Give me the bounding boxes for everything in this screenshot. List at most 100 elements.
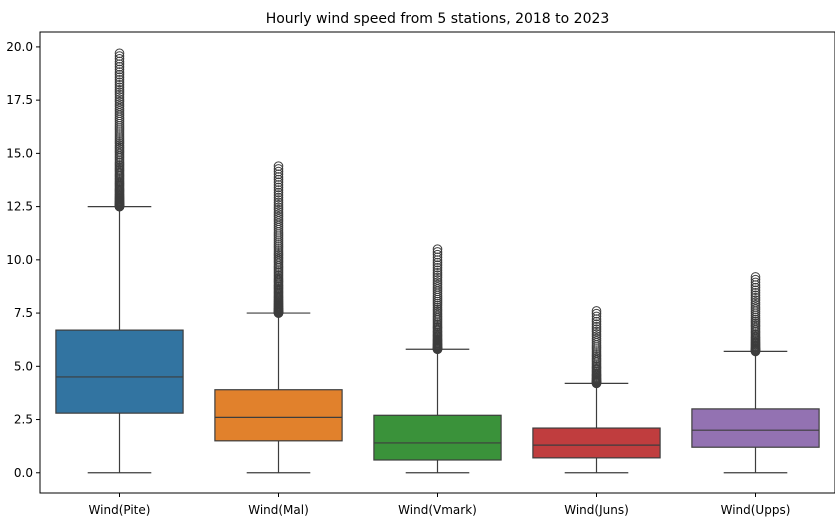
- x-tick-label: Wind(Mal): [248, 503, 309, 517]
- outlier-point: [750, 297, 761, 308]
- outlier-point: [114, 48, 125, 59]
- outlier-point: [432, 249, 443, 260]
- outlier-point: [750, 272, 761, 282]
- outlier-point: [591, 329, 602, 339]
- box-group: [532, 306, 661, 474]
- outlier-point: [273, 177, 284, 188]
- y-tick-label: 17.5: [6, 93, 33, 107]
- outlier-point: [750, 290, 761, 301]
- outlier-point: [273, 202, 284, 213]
- iqr-box: [532, 427, 661, 459]
- outlier-point: [750, 287, 761, 298]
- outlier-point: [273, 180, 284, 190]
- y-tick-label: 12.5: [6, 200, 33, 214]
- outlier-point: [114, 82, 125, 93]
- outlier-point: [114, 106, 125, 116]
- box-group: [214, 161, 343, 474]
- outlier-point: [114, 62, 125, 72]
- outlier-point: [750, 292, 761, 303]
- outlier-point: [432, 265, 443, 276]
- outlier-point: [432, 284, 443, 294]
- outlier-point: [591, 308, 602, 319]
- outlier-point: [114, 80, 125, 90]
- outlier-point: [591, 324, 602, 334]
- outlier-point: [432, 267, 443, 278]
- outlier-point: [591, 319, 602, 330]
- outlier-point: [273, 211, 284, 222]
- outlier-point: [273, 187, 284, 198]
- outlier-point: [591, 335, 602, 346]
- outlier-point: [273, 209, 284, 220]
- box-group: [691, 272, 820, 474]
- outlier-point: [750, 299, 761, 310]
- y-tick-label: 20.0: [6, 40, 33, 54]
- outlier-point: [432, 282, 443, 292]
- outlier-point: [273, 197, 284, 208]
- outlier-point: [273, 207, 284, 217]
- outlier-point: [750, 302, 761, 312]
- y-axis: 0.0 2.5 5.0 7.5 10.0 12.5 15.0 17.5 20.0: [6, 40, 40, 480]
- outlier-point: [273, 174, 284, 185]
- outlier-point: [114, 89, 125, 100]
- outlier-point: [591, 306, 602, 316]
- outlier-point: [114, 51, 125, 61]
- outlier-point: [114, 99, 125, 109]
- outlier-point: [114, 94, 125, 105]
- outlier-point: [591, 316, 602, 327]
- box-group: [55, 48, 184, 474]
- outlier-point: [432, 257, 443, 268]
- outlier-point: [273, 200, 284, 210]
- outlier-point: [273, 190, 284, 200]
- y-tick-label: 5.0: [14, 359, 33, 373]
- chart-title: Hourly wind speed from 5 stations, 2018 …: [266, 11, 610, 27]
- outlier-point: [114, 74, 125, 85]
- outlier-point: [273, 161, 284, 171]
- iqr-box: [214, 389, 343, 442]
- outlier-point: [750, 295, 761, 305]
- outlier-point: [114, 103, 125, 114]
- y-tick-label: 0.0: [14, 466, 33, 480]
- outlier-point: [432, 270, 443, 280]
- box-group: [373, 244, 502, 474]
- outlier-point: [273, 216, 284, 226]
- outlier-point: [750, 285, 761, 296]
- y-tick-label: 2.5: [14, 413, 33, 427]
- x-tick-label: Wind(Juns): [564, 503, 629, 517]
- outlier-point: [273, 166, 284, 177]
- outlier-point: [273, 195, 284, 205]
- outlier-point: [591, 326, 602, 337]
- outlier-point: [273, 172, 284, 182]
- outlier-point: [114, 67, 125, 77]
- outlier-point: [114, 72, 125, 83]
- outlier-point: [432, 244, 443, 254]
- outlier-point: [432, 279, 443, 290]
- outlier-point: [273, 164, 284, 174]
- outlier-point: [114, 69, 125, 80]
- outlier-point: [114, 84, 125, 95]
- outlier-point: [591, 333, 602, 344]
- outlier-point: [114, 92, 125, 102]
- outlier-point: [432, 260, 443, 271]
- outlier-point: [273, 214, 284, 224]
- outlier-point: [432, 277, 443, 288]
- iqr-box: [691, 408, 820, 448]
- plot-area: [55, 48, 820, 474]
- outlier-point: [591, 331, 602, 342]
- outlier-point: [750, 282, 761, 293]
- outlier-point: [273, 185, 284, 195]
- y-tick-label: 7.5: [14, 306, 33, 320]
- outlier-point: [750, 277, 761, 288]
- outlier-point: [591, 321, 602, 332]
- outlier-point: [432, 247, 443, 257]
- outlier-point: [114, 77, 125, 88]
- plot-frame: [39, 31, 835, 494]
- outlier-point: [591, 311, 602, 322]
- outlier-point: [273, 192, 284, 203]
- iqr-box: [55, 329, 184, 414]
- outlier-point: [114, 101, 125, 112]
- outlier-point: [432, 255, 443, 265]
- outlier-point: [750, 274, 761, 285]
- outlier-point: [273, 204, 284, 215]
- outlier-point: [273, 182, 284, 193]
